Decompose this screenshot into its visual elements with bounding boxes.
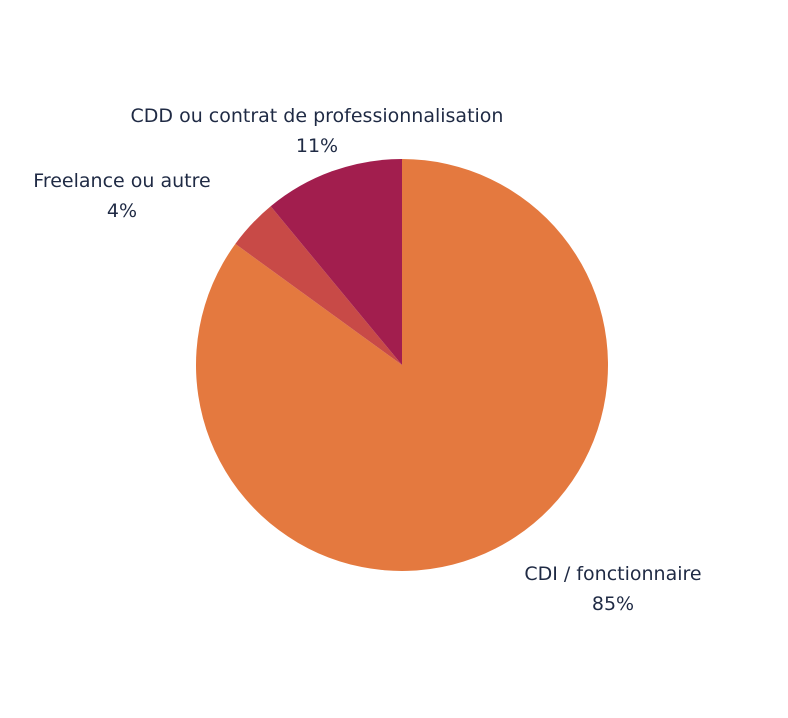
pie-slice-freelance (235, 206, 402, 365)
slice-label-cdi: CDI / fonctionnaire (524, 563, 701, 585)
slice-value-cdi: 85% (592, 593, 634, 615)
slice-value-freelance: 4% (107, 200, 137, 222)
slice-label-group-freelance: Freelance ou autre 4% (33, 170, 210, 222)
pie-slices (196, 159, 608, 571)
slice-label-group-cdd: CDD ou contrat de professionnalisation 1… (131, 105, 504, 157)
slice-label-cdd: CDD ou contrat de professionnalisation (131, 105, 504, 127)
slice-label-freelance: Freelance ou autre (33, 170, 210, 192)
slice-value-cdd: 11% (296, 135, 338, 157)
slice-label-group-cdi: CDI / fonctionnaire 85% (524, 563, 701, 615)
pie-slice-cdd (270, 159, 402, 365)
